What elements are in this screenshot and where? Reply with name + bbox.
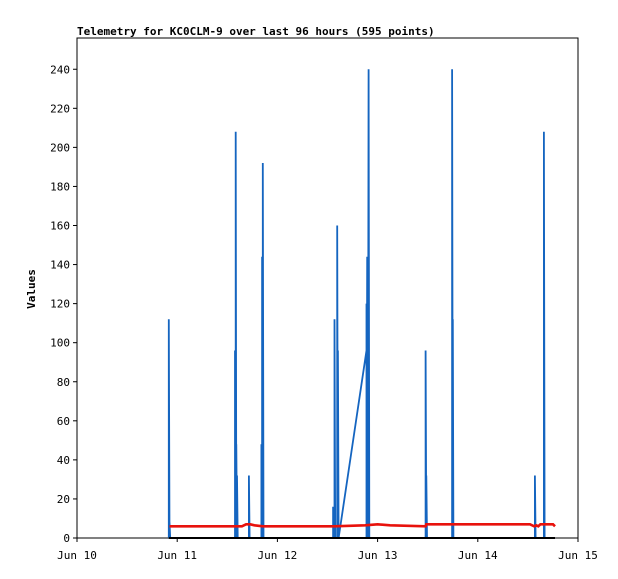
- y-tick-label: 220: [50, 102, 70, 115]
- y-tick-label: 100: [50, 337, 70, 350]
- y-tick-label: 180: [50, 180, 70, 193]
- y-tick-label: 0: [63, 532, 70, 545]
- y-tick-label: 140: [50, 259, 70, 272]
- x-tick-label: Jun 10: [57, 549, 97, 562]
- x-axis: Jun 10 Jun 11 Jun 12 Jun 13 Jun 14 Jun 15: [57, 538, 598, 562]
- series-layer: [167, 69, 556, 539]
- y-axis: 0 20 40 60 80 100 120 140 160 180 200 220 240: [50, 63, 77, 545]
- x-tick-label: Jun 14: [458, 549, 498, 562]
- x-tick-label: Jun 15: [558, 549, 598, 562]
- y-tick-label: 80: [57, 376, 70, 389]
- x-tick-label: Jun 13: [358, 549, 398, 562]
- plot-area: [76, 37, 579, 539]
- y-axis-label: Values: [25, 269, 38, 309]
- y-tick-label: 240: [50, 63, 70, 76]
- y-tick-label: 120: [50, 298, 70, 311]
- chart-title: Telemetry for KC0CLM-9 over last 96 hour…: [77, 25, 435, 38]
- y-tick-label: 60: [57, 415, 70, 428]
- y-tick-label: 20: [57, 493, 70, 506]
- y-tick-label: 40: [57, 454, 70, 467]
- y-tick-label: 160: [50, 220, 70, 233]
- y-tick-label: 200: [50, 141, 70, 154]
- series-line-red: [169, 522, 556, 528]
- x-tick-label: Jun 12: [258, 549, 298, 562]
- x-tick-label: Jun 11: [157, 549, 197, 562]
